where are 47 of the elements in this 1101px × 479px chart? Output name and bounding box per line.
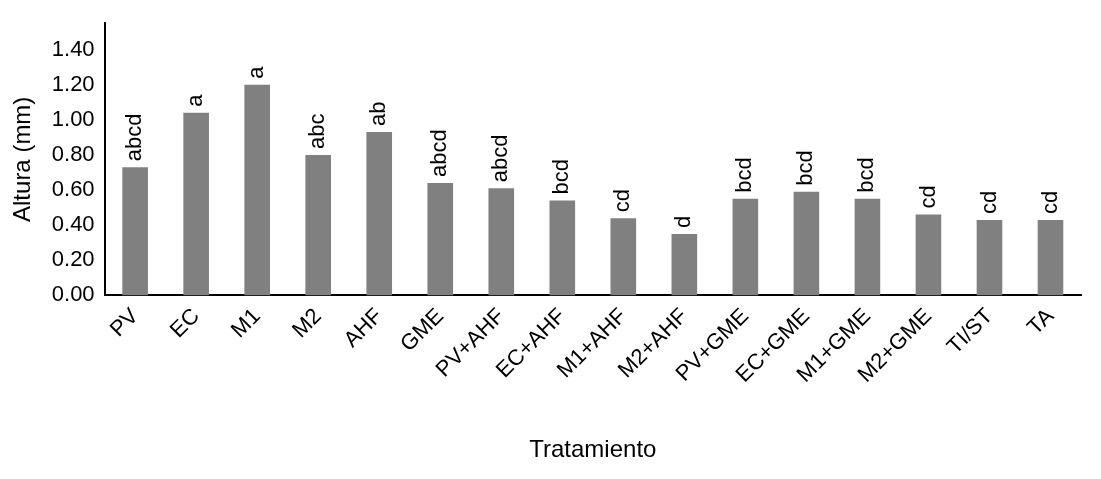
bar: [610, 218, 637, 296]
annotation: bcd: [548, 159, 574, 195]
annotation: abc: [304, 113, 330, 149]
bar: [366, 132, 393, 296]
annotation: bcd: [853, 157, 879, 193]
annotation: a: [182, 93, 208, 107]
bar: [793, 191, 820, 296]
annotation: bcd: [792, 150, 818, 186]
bar: [732, 198, 759, 296]
annotation: ab: [365, 101, 391, 127]
bar: [305, 154, 332, 296]
y-tick-label: 1.40: [51, 35, 95, 61]
bar: [244, 84, 270, 296]
y-tick-label: 0.80: [51, 140, 95, 166]
x-tick-label: M2: [286, 302, 327, 343]
annotation: abcd: [487, 134, 513, 183]
x-tick-label: TA: [1021, 302, 1059, 340]
y-tick-label: 0.60: [51, 176, 95, 202]
bar: [488, 188, 515, 296]
annotation: d: [670, 215, 696, 228]
bar: [122, 167, 148, 296]
bar: [671, 233, 698, 296]
y-tick-label: 1.20: [51, 70, 95, 96]
annotation: bcd: [731, 157, 757, 193]
annotation: cd: [1036, 190, 1062, 214]
annotation: a: [243, 65, 269, 79]
x-axis-title: Tratamiento: [529, 435, 657, 463]
y-tick-label: 0.40: [51, 211, 95, 237]
annotation: cd: [609, 188, 635, 213]
x-tick-label: EC: [164, 302, 205, 343]
bar: [915, 214, 942, 296]
y-axis-title: Altura (mm): [8, 96, 36, 222]
bar: [183, 112, 209, 296]
x-tick-label: PV: [104, 302, 144, 342]
x-tick-label: M1: [225, 302, 265, 343]
annotation: abcd: [426, 129, 452, 178]
annotation: abcd: [121, 113, 147, 162]
y-tick-label: 0.20: [51, 246, 95, 272]
y-tick-label: 1.00: [51, 105, 95, 131]
bar: [1037, 219, 1064, 296]
bar: [427, 183, 454, 296]
bar: [976, 219, 1003, 296]
annotation: cd: [975, 190, 1001, 214]
bar: [854, 198, 881, 296]
bar: [549, 200, 576, 296]
annotation: cd: [914, 185, 940, 209]
y-tick-label: 0.00: [51, 281, 95, 307]
